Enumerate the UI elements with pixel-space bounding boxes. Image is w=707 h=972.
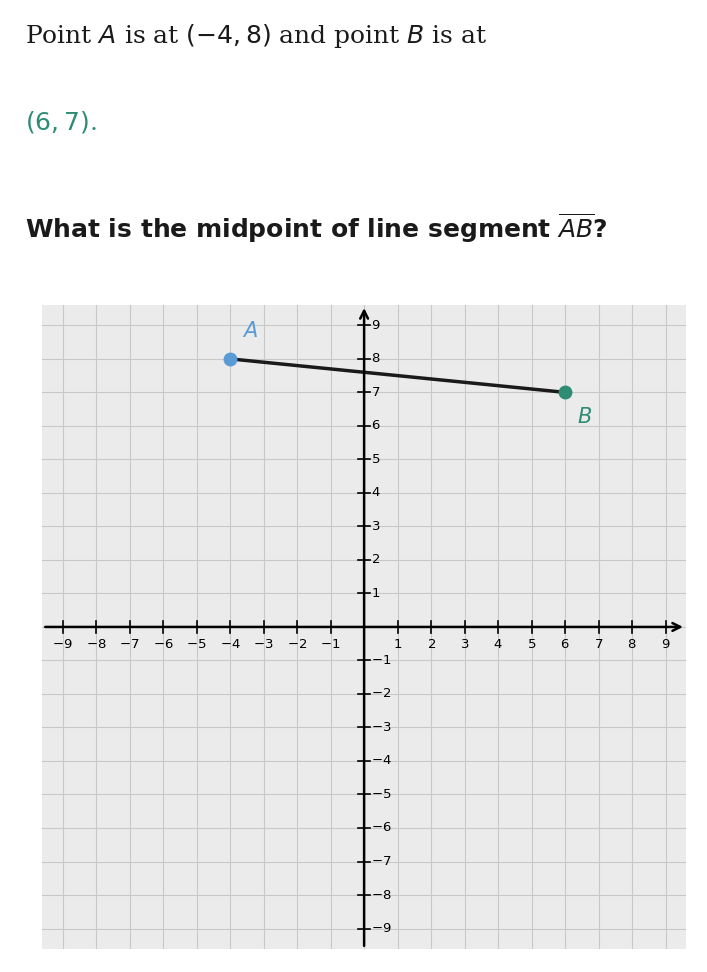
Text: $-4$: $-4$ (371, 754, 392, 768)
Text: $5$: $5$ (527, 638, 537, 650)
Text: $6$: $6$ (371, 419, 381, 433)
Text: $\mathit{B}$: $\mathit{B}$ (577, 406, 592, 427)
Text: $-5$: $-5$ (371, 788, 392, 801)
Text: What is the midpoint of line segment $\overline{AB}$?: What is the midpoint of line segment $\o… (25, 212, 607, 246)
Text: $2$: $2$ (371, 553, 380, 567)
Text: $9$: $9$ (371, 319, 381, 331)
Text: $3$: $3$ (460, 638, 469, 650)
Text: $6$: $6$ (561, 638, 570, 650)
Text: $4$: $4$ (493, 638, 503, 650)
Text: Point $\it{A}$ is at $(-4, 8)$ and point $\it{B}$ is at: Point $\it{A}$ is at $(-4, 8)$ and point… (25, 21, 487, 50)
Text: $-9$: $-9$ (371, 922, 392, 935)
Text: $-8$: $-8$ (371, 888, 392, 901)
Text: $8$: $8$ (627, 638, 637, 650)
Text: $1$: $1$ (393, 638, 402, 650)
Text: $(6, 7)$.: $(6, 7)$. (25, 109, 97, 135)
Text: $4$: $4$ (371, 486, 381, 500)
Text: $-3$: $-3$ (371, 721, 392, 734)
Text: $7$: $7$ (594, 638, 603, 650)
Text: $-7$: $-7$ (119, 638, 140, 650)
Text: $3$: $3$ (371, 520, 381, 533)
Text: $5$: $5$ (371, 453, 381, 466)
Text: $-8$: $-8$ (86, 638, 106, 650)
Text: $-9$: $-9$ (52, 638, 73, 650)
Text: $-2$: $-2$ (287, 638, 308, 650)
Text: $-4$: $-4$ (220, 638, 240, 650)
Text: $-5$: $-5$ (187, 638, 207, 650)
Text: $-3$: $-3$ (253, 638, 274, 650)
Text: $-7$: $-7$ (371, 855, 392, 868)
Text: $7$: $7$ (371, 386, 381, 399)
Text: $2$: $2$ (426, 638, 436, 650)
Text: $-1$: $-1$ (371, 654, 392, 667)
Text: $-1$: $-1$ (320, 638, 341, 650)
Text: $9$: $9$ (661, 638, 670, 650)
Text: $-6$: $-6$ (371, 821, 392, 835)
Text: $-6$: $-6$ (153, 638, 173, 650)
Text: $8$: $8$ (371, 353, 381, 365)
Text: $1$: $1$ (371, 587, 381, 600)
Text: $-2$: $-2$ (371, 687, 392, 701)
Text: $\mathit{A}$: $\mathit{A}$ (242, 321, 258, 341)
